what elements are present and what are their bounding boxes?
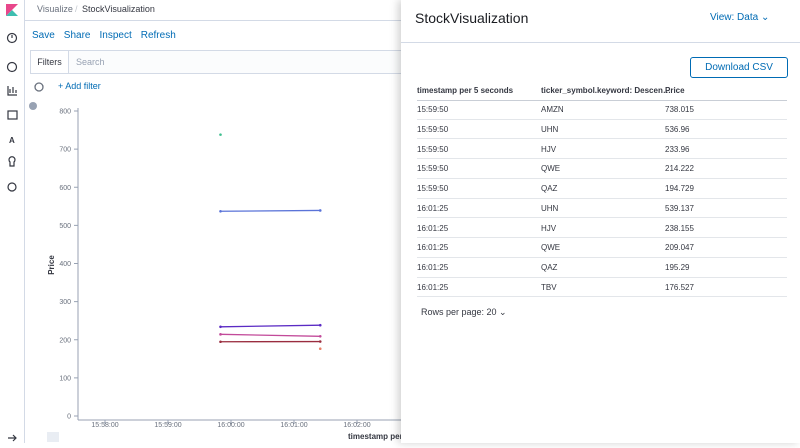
- data-point: [219, 210, 222, 213]
- table-cell: 15:59:50: [417, 164, 448, 173]
- table-cell: 16:01:25: [417, 224, 448, 233]
- table-cell: 214.222: [665, 164, 694, 173]
- table-row: 15:59:50 QAZ 194.729: [417, 178, 787, 199]
- table-cell: 738.015: [665, 105, 694, 114]
- x-axis-label: timestamp per: [348, 432, 401, 441]
- table-cell: 16:01:25: [417, 204, 448, 213]
- column-header[interactable]: timestamp per 5 seconds: [417, 86, 513, 95]
- x-tick-label: 16:01:00: [280, 422, 307, 429]
- table-cell: 15:59:50: [417, 184, 448, 193]
- download-csv-button[interactable]: Download CSV: [690, 57, 788, 78]
- table-cell: HJV: [541, 145, 556, 154]
- table-cell: 15:59:50: [417, 145, 448, 154]
- table-cell: 16:01:25: [417, 243, 448, 252]
- data-point: [319, 347, 322, 350]
- y-tick-label: 600: [59, 185, 71, 192]
- table-header: timestamp per 5 seconds ticker_symbol.key…: [417, 80, 787, 101]
- data-point: [319, 324, 322, 327]
- table-cell: 536.96: [665, 125, 689, 134]
- series-line: [221, 334, 321, 336]
- data-point: [219, 333, 222, 336]
- table-cell: 16:01:25: [417, 263, 448, 272]
- table-cell: 539.137: [665, 204, 694, 213]
- table-cell: UHN: [541, 125, 558, 134]
- table-row: 16:01:25 QWE 209.047: [417, 237, 787, 258]
- table-cell: 15:59:50: [417, 105, 448, 114]
- legend-toggle[interactable]: [47, 432, 59, 442]
- table-cell: 16:01:25: [417, 283, 448, 292]
- data-point: [219, 340, 222, 343]
- rows-per-page: Rows per page: 20: [421, 307, 497, 317]
- column-header[interactable]: ticker_symbol.keyword: Descen…: [541, 86, 671, 95]
- y-tick-label: 400: [59, 261, 71, 268]
- table-row: 15:59:50 AMZN 738.015: [417, 99, 787, 120]
- data-point: [319, 209, 322, 212]
- table-cell: QWE: [541, 243, 560, 252]
- table-row: 16:01:25 TBV 176.527: [417, 277, 787, 298]
- x-tick-label: 16:00:00: [217, 422, 244, 429]
- table-row: 15:59:50 HJV 233.96: [417, 139, 787, 160]
- y-tick-label: 100: [59, 375, 71, 382]
- table-row: 15:59:50 QWE 214.222: [417, 158, 787, 179]
- column-header[interactable]: Price: [665, 86, 685, 95]
- table-cell: 233.96: [665, 145, 689, 154]
- chart: Price timestamp per 0 100 200 300 400 500 600 7…: [0, 0, 401, 443]
- table-cell: QWE: [541, 164, 560, 173]
- y-tick-label: 700: [59, 147, 71, 154]
- table-cell: 194.729: [665, 184, 694, 193]
- flyout: StockVisualization View: Data ⌄ Download…: [401, 0, 800, 443]
- y-tick-label: 800: [59, 109, 71, 116]
- data-point: [219, 326, 222, 329]
- pagination[interactable]: Rows per page: 20 ⌄: [421, 307, 507, 318]
- table-row: 15:59:50 UHN 536.96: [417, 119, 787, 140]
- x-tick-label: 15:59:00: [154, 422, 181, 429]
- table-cell: 238.155: [665, 224, 694, 233]
- table-cell: QAZ: [541, 184, 557, 193]
- table-cell: HJV: [541, 224, 556, 233]
- y-tick-label: 500: [59, 223, 71, 230]
- data-point: [219, 133, 222, 136]
- data-point: [319, 335, 322, 338]
- table-cell: 209.047: [665, 243, 694, 252]
- table-cell: QAZ: [541, 263, 557, 272]
- table-cell: AMZN: [541, 105, 564, 114]
- collapse-toggle[interactable]: [29, 102, 37, 110]
- table-cell: 15:59:50: [417, 125, 448, 134]
- view-selector[interactable]: View: Data ⌄: [710, 12, 769, 23]
- y-axis-label: Price: [47, 255, 56, 275]
- view-label: View: Data: [710, 12, 758, 23]
- series-line: [221, 210, 321, 211]
- table-cell: TBV: [541, 283, 557, 292]
- table-row: 16:01:25 QAZ 195.29: [417, 257, 787, 278]
- divider: [401, 42, 800, 43]
- y-tick-label: 300: [59, 299, 71, 306]
- table-row: 16:01:25 HJV 238.155: [417, 218, 787, 239]
- table-cell: 176.527: [665, 283, 694, 292]
- flyout-title: StockVisualization: [415, 10, 528, 26]
- y-tick-label: 200: [59, 337, 71, 344]
- series-line: [221, 325, 321, 327]
- data-point: [319, 340, 322, 343]
- table-cell: UHN: [541, 204, 558, 213]
- x-tick-label: 16:02:00: [343, 422, 370, 429]
- x-tick-label: 15:58:00: [91, 422, 118, 429]
- table-row: 16:01:25 UHN 539.137: [417, 198, 787, 219]
- table-cell: 195.29: [665, 263, 689, 272]
- y-tick-label: 0: [67, 414, 71, 421]
